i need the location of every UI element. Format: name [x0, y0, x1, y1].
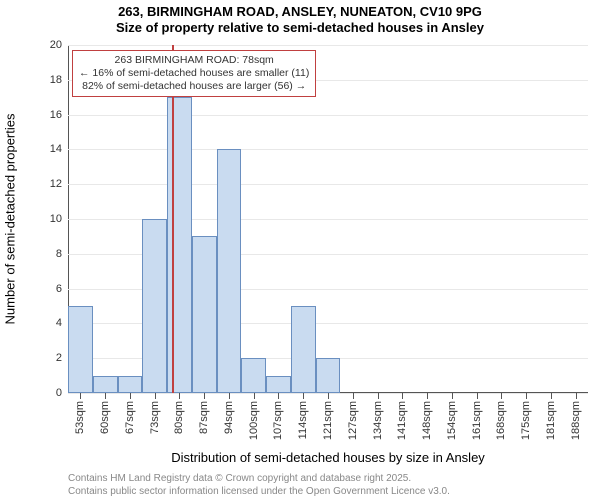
x-tick-label: 127sqm	[347, 401, 359, 440]
x-tick	[427, 393, 428, 399]
x-tick-label: 121sqm	[322, 401, 334, 440]
y-tick-label: 6	[56, 283, 68, 295]
x-tick-label: 94sqm	[223, 401, 235, 434]
x-tick-label: 161sqm	[471, 401, 483, 440]
histogram-bar	[167, 97, 192, 393]
x-tick	[353, 393, 354, 399]
x-tick-label: 148sqm	[421, 401, 433, 440]
chart-titles: 263, BIRMINGHAM ROAD, ANSLEY, NUNEATON, …	[0, 4, 600, 37]
x-tick-label: 134sqm	[372, 401, 384, 440]
y-tick-label: 18	[50, 74, 68, 86]
chart-title-line1: 263, BIRMINGHAM ROAD, ANSLEY, NUNEATON, …	[0, 4, 600, 20]
x-tick-label: 60sqm	[99, 401, 111, 434]
histogram-bar	[266, 376, 291, 393]
x-tick	[501, 393, 502, 399]
annotation-box: 263 BIRMINGHAM ROAD: 78sqm← 16% of semi-…	[72, 50, 316, 97]
x-tick	[477, 393, 478, 399]
gridline	[68, 115, 588, 116]
x-tick-label: 53sqm	[74, 401, 86, 434]
x-tick-label: 188sqm	[570, 401, 582, 440]
footer-attribution: Contains HM Land Registry data © Crown c…	[68, 473, 450, 498]
y-tick-label: 10	[50, 213, 68, 225]
y-tick-label: 0	[56, 387, 68, 399]
x-tick	[452, 393, 453, 399]
annotation-line1: 263 BIRMINGHAM ROAD: 78sqm	[79, 54, 309, 67]
x-tick	[402, 393, 403, 399]
x-tick-label: 67sqm	[124, 401, 136, 434]
x-tick-label: 181sqm	[545, 401, 557, 440]
histogram-bar	[118, 376, 143, 393]
x-tick	[254, 393, 255, 399]
x-tick	[576, 393, 577, 399]
y-tick-label: 2	[56, 352, 68, 364]
y-tick-label: 8	[56, 248, 68, 260]
histogram-bar	[316, 358, 341, 393]
x-tick	[526, 393, 527, 399]
x-tick-label: 175sqm	[520, 401, 532, 440]
x-tick	[229, 393, 230, 399]
x-tick	[80, 393, 81, 399]
gridline	[68, 149, 588, 150]
x-tick	[105, 393, 106, 399]
x-axis-label: Distribution of semi-detached houses by …	[68, 450, 588, 465]
x-tick-label: 168sqm	[495, 401, 507, 440]
y-tick-label: 12	[50, 178, 68, 190]
y-tick-label: 4	[56, 317, 68, 329]
histogram-bar	[142, 219, 167, 393]
x-tick	[179, 393, 180, 399]
gridline	[68, 45, 588, 46]
x-tick-label: 154sqm	[446, 401, 458, 440]
x-tick-label: 114sqm	[297, 401, 309, 439]
histogram-bar	[291, 306, 316, 393]
x-tick	[130, 393, 131, 399]
x-tick-label: 73sqm	[149, 401, 161, 434]
y-tick-label: 14	[50, 143, 68, 155]
x-tick-label: 87sqm	[198, 401, 210, 434]
gridline	[68, 184, 588, 185]
plot-area: 0246810121416182053sqm60sqm67sqm73sqm80s…	[68, 45, 588, 393]
footer-line1: Contains HM Land Registry data © Crown c…	[68, 473, 450, 486]
histogram-bar	[217, 149, 242, 393]
x-tick	[551, 393, 552, 399]
x-tick	[378, 393, 379, 399]
annotation-line2: ← 16% of semi-detached houses are smalle…	[79, 67, 309, 80]
x-tick	[328, 393, 329, 399]
chart-container: 263, BIRMINGHAM ROAD, ANSLEY, NUNEATON, …	[0, 0, 600, 500]
x-tick	[303, 393, 304, 399]
histogram-bar	[93, 376, 118, 393]
y-axis-label: Number of semi-detached properties	[3, 45, 18, 393]
x-tick	[155, 393, 156, 399]
histogram-bar	[241, 358, 266, 393]
x-tick	[204, 393, 205, 399]
x-tick-label: 100sqm	[248, 401, 260, 440]
y-tick-label: 16	[50, 109, 68, 121]
histogram-bar	[68, 306, 93, 393]
y-tick-label: 20	[50, 39, 68, 51]
histogram-bar	[192, 236, 217, 393]
x-tick-label: 107sqm	[272, 401, 284, 440]
chart-title-line2: Size of property relative to semi-detach…	[0, 20, 600, 36]
annotation-line3: 82% of semi-detached houses are larger (…	[79, 80, 309, 93]
x-tick-label: 141sqm	[396, 401, 408, 440]
x-tick-label: 80sqm	[173, 401, 185, 434]
footer-line2: Contains public sector information licen…	[68, 486, 450, 499]
x-tick	[278, 393, 279, 399]
